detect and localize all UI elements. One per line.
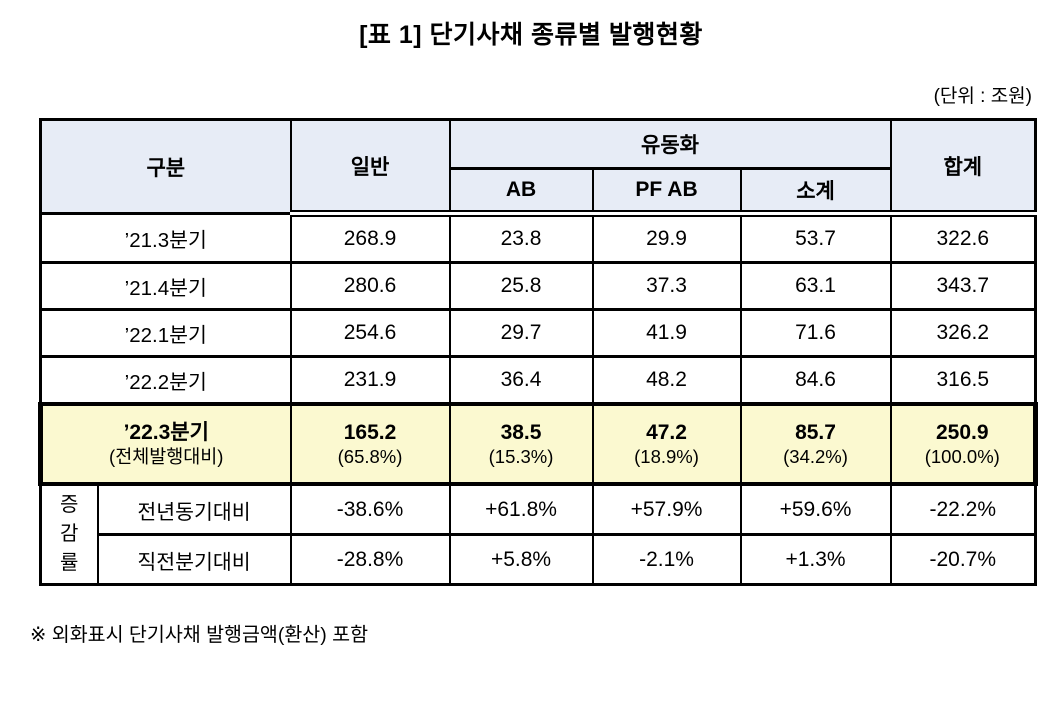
value-cell: 53.7 xyxy=(739,212,892,264)
value-cell: 29.9 xyxy=(591,212,742,264)
footnote: ※ 외화표시 단기사채 발행금액(환산) 포함 xyxy=(30,624,369,646)
change-group-label: 증감률 xyxy=(60,494,79,574)
value-cell: 71.6 xyxy=(739,308,892,358)
highlight-share: (34.2%) xyxy=(783,446,848,468)
highlight-value-cell: 38.5 (15.3%) xyxy=(448,402,594,486)
value-cell: 36.4 xyxy=(448,355,594,406)
value-cell: 316.5 xyxy=(889,355,1037,406)
quarter-label: ’21.3분기 xyxy=(39,212,292,264)
change-value-cell: -20.7% xyxy=(889,533,1037,586)
header-sogye: 소계 xyxy=(739,167,892,217)
highlight-value-cell: 85.7 (34.2%) xyxy=(739,402,892,486)
value-cell: 268.9 xyxy=(289,212,451,264)
table-row-21q3: ’21.3분기 268.9 23.8 29.9 53.7 322.6 xyxy=(39,212,1037,264)
value-cell: 48.2 xyxy=(591,355,742,406)
highlight-label-line1: ’22.3분기 xyxy=(123,420,209,444)
issuance-table: 구분 일반 유동화 합계 AB PF AB 소계 ’21.3분기 268.9 2… xyxy=(37,118,1039,586)
highlight-quarter-label: ’22.3분기 (전체발행대비) xyxy=(37,402,292,486)
quarter-label: ’21.4분기 xyxy=(39,261,292,311)
value-cell: 63.1 xyxy=(739,261,892,311)
change-value-cell: -22.2% xyxy=(889,482,1037,536)
document-page: [표 1] 단기사채 종류별 발행현황 (단위 : 조원) 구분 일반 유동화 … xyxy=(0,15,1062,647)
change-value-cell: +59.6% xyxy=(739,482,892,536)
change-value-cell: -38.6% xyxy=(289,482,451,536)
quarter-label: ’22.1분기 xyxy=(39,308,292,358)
change-value-cell: -2.1% xyxy=(591,533,742,586)
highlight-row-22q3: ’22.3분기 (전체발행대비) 165.2 (65.8%) 38.5 (15.… xyxy=(37,402,1039,486)
header-row-2: AB PF AB 소계 xyxy=(41,167,1036,217)
header-pf-ab: PF AB xyxy=(591,167,742,217)
header-ab: AB xyxy=(448,167,594,217)
highlight-value: 250.9 xyxy=(936,420,989,444)
highlight-value: 85.7 xyxy=(795,420,836,444)
value-cell: 41.9 xyxy=(591,308,742,358)
value-cell: 343.7 xyxy=(889,261,1037,311)
change-value-cell: +57.9% xyxy=(591,482,742,536)
highlight-share: (15.3%) xyxy=(488,446,554,468)
header-ilban: 일반 xyxy=(289,118,451,217)
highlight-value: 165.2 xyxy=(343,420,397,444)
change-value-cell: +61.8% xyxy=(448,482,594,536)
change-group-label-cell: 증감률 xyxy=(39,482,99,586)
value-cell: 25.8 xyxy=(448,261,594,311)
value-cell: 23.8 xyxy=(448,212,594,264)
highlight-value-cell: 165.2 (65.8%) xyxy=(289,402,451,486)
change-row-qoq: 직전분기대비 -28.8% +5.8% -2.1% +1.3% -20.7% xyxy=(41,533,1037,586)
header-row-1: 구분 일반 유동화 합계 xyxy=(39,118,1037,217)
change-row-label: 전년동기대비 xyxy=(96,482,292,536)
change-value-cell: +5.8% xyxy=(448,533,594,586)
value-cell: 322.6 xyxy=(889,212,1037,264)
value-cell: 254.6 xyxy=(289,308,451,358)
table-title: [표 1] 단기사채 종류별 발행현황 xyxy=(359,21,703,49)
value-cell: 280.6 xyxy=(289,261,451,311)
value-cell: 29.7 xyxy=(448,308,594,358)
highlight-value-cell: 250.9 (100.0%) xyxy=(889,402,1039,486)
value-cell: 84.6 xyxy=(739,355,892,406)
highlight-value: 47.2 xyxy=(646,420,687,444)
highlight-value: 38.5 xyxy=(500,420,542,444)
value-cell: 37.3 xyxy=(591,261,742,311)
highlight-share: (65.8%) xyxy=(337,446,403,468)
header-hapgye: 합계 xyxy=(889,118,1037,217)
highlight-share: (100.0%) xyxy=(924,446,1000,468)
change-value-cell: +1.3% xyxy=(739,533,892,586)
highlight-share: (18.9%) xyxy=(634,446,699,468)
header-gubun: 구분 xyxy=(39,118,292,215)
highlight-value-cell: 47.2 (18.9%) xyxy=(591,402,742,486)
table-row-22q1: ’22.1분기 254.6 29.7 41.9 71.6 326.2 xyxy=(39,308,1037,358)
quarter-label: ’22.2분기 xyxy=(39,355,292,406)
highlight-label-line2: (전체발행대비) xyxy=(109,446,224,468)
value-cell: 231.9 xyxy=(289,355,451,406)
unit-note: (단위 : 조원) xyxy=(933,86,1032,107)
change-value-cell: -28.8% xyxy=(289,533,451,586)
table-row-21q4: ’21.4분기 280.6 25.8 37.3 63.1 343.7 xyxy=(39,261,1037,311)
change-row-label: 직전분기대비 xyxy=(96,533,292,586)
header-yudonghwa: 유동화 xyxy=(448,118,892,170)
change-row-yoy: 증감률 전년동기대비 -38.6% +61.8% +57.9% +59.6% -… xyxy=(39,482,1037,586)
value-cell: 326.2 xyxy=(889,308,1037,358)
table-row-22q2: ’22.2분기 231.9 36.4 48.2 84.6 316.5 xyxy=(39,355,1037,406)
